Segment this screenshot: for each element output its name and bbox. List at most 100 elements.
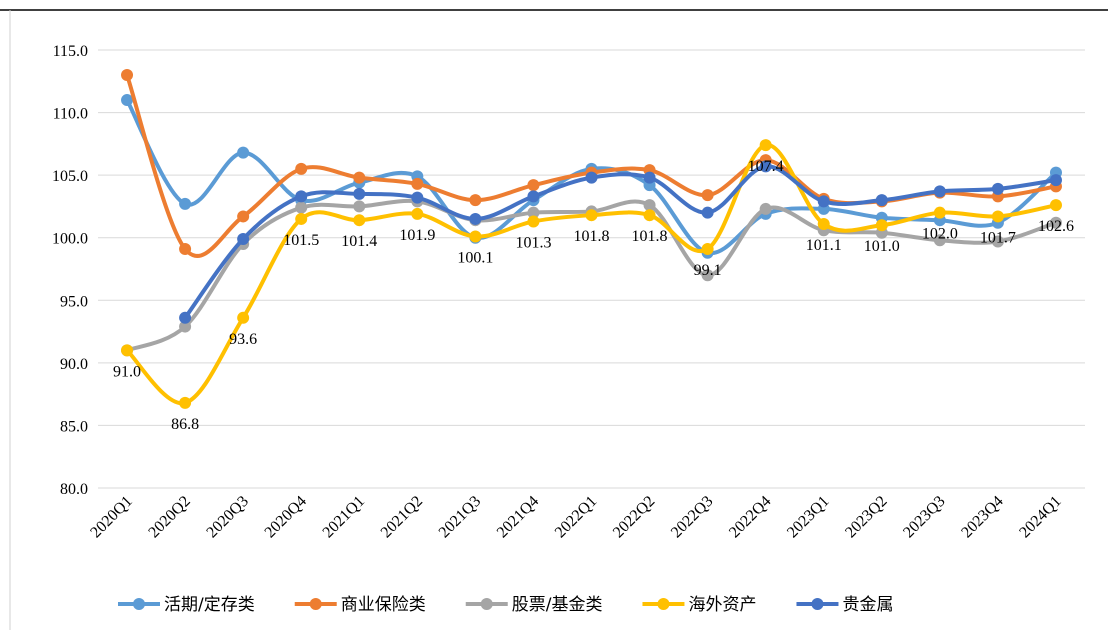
legend-label: 海外资产 bbox=[688, 595, 756, 615]
data-label: 101.4 bbox=[341, 233, 377, 250]
point bbox=[411, 191, 424, 204]
data-label: 100.1 bbox=[457, 249, 493, 266]
point bbox=[759, 160, 772, 173]
data-label: 101.3 bbox=[515, 234, 551, 251]
grid: 80.0 85.0 90.0 95.0 100.0 105.0 110.0 115.0 2020… bbox=[52, 43, 1085, 541]
x-tick-label: 2023Q4 bbox=[958, 493, 1006, 541]
point bbox=[179, 197, 192, 210]
y-tick-label: 95.0 bbox=[60, 293, 88, 310]
point bbox=[295, 212, 308, 225]
point bbox=[585, 171, 598, 184]
point bbox=[237, 146, 250, 159]
legend-marker bbox=[480, 598, 493, 610]
data-label: 101.7 bbox=[980, 229, 1016, 246]
data-label: 91.0 bbox=[113, 363, 141, 380]
x-tick-label: 2022Q1 bbox=[552, 493, 600, 541]
point bbox=[469, 230, 482, 243]
point bbox=[295, 162, 308, 175]
data-label: 93.6 bbox=[229, 331, 257, 348]
series-line bbox=[183, 164, 1057, 319]
point bbox=[875, 194, 888, 207]
legend-marker bbox=[657, 598, 670, 610]
point bbox=[643, 209, 656, 222]
point bbox=[701, 189, 714, 202]
point bbox=[933, 206, 946, 219]
x-tick-label: 2023Q1 bbox=[784, 493, 832, 541]
point bbox=[527, 206, 540, 219]
point bbox=[527, 215, 540, 228]
point bbox=[411, 177, 424, 190]
point bbox=[933, 234, 946, 247]
point bbox=[585, 209, 598, 222]
point bbox=[643, 171, 656, 184]
point bbox=[643, 199, 656, 212]
point bbox=[1049, 174, 1062, 187]
data-label: 101.5 bbox=[283, 232, 319, 249]
x-tick-label: 2022Q3 bbox=[668, 493, 716, 541]
point bbox=[759, 139, 772, 152]
point bbox=[759, 202, 772, 215]
x-tick-label: 2020Q1 bbox=[87, 493, 135, 541]
data-label: 102.6 bbox=[1038, 218, 1074, 235]
point bbox=[353, 200, 366, 213]
point bbox=[701, 206, 714, 219]
point bbox=[527, 190, 540, 203]
point bbox=[237, 210, 250, 223]
point bbox=[875, 219, 888, 232]
point bbox=[353, 171, 366, 184]
data-label: 86.8 bbox=[171, 416, 199, 433]
series-line bbox=[125, 143, 1057, 405]
legend-label: 股票/基金类 bbox=[512, 595, 603, 615]
x-tick-label: 2021Q1 bbox=[320, 493, 368, 541]
legend-marker bbox=[309, 598, 322, 610]
point bbox=[121, 94, 134, 107]
y-tick-label: 80.0 bbox=[60, 481, 88, 498]
x-tick-label: 2022Q4 bbox=[726, 493, 774, 541]
point bbox=[469, 194, 482, 207]
point bbox=[353, 187, 366, 200]
point bbox=[179, 396, 192, 409]
x-tick-label: 2024Q1 bbox=[1016, 493, 1064, 541]
x-tick-label: 2022Q2 bbox=[610, 493, 658, 541]
data-label: 99.1 bbox=[694, 262, 722, 279]
x-tick-label: 2020Q3 bbox=[203, 493, 251, 541]
point bbox=[701, 269, 714, 282]
x-tick-label: 2020Q4 bbox=[262, 493, 310, 541]
x-tick-label: 2021Q3 bbox=[436, 493, 484, 541]
data-label: 101.8 bbox=[632, 228, 668, 245]
y-tick-label: 115.0 bbox=[53, 43, 88, 60]
x-tick-label: 2021Q2 bbox=[378, 493, 426, 541]
y-tick-label: 90.0 bbox=[60, 356, 88, 373]
y-tick-label: 100.0 bbox=[52, 231, 88, 248]
point bbox=[179, 311, 192, 324]
point bbox=[295, 201, 308, 214]
x-tick-label: 2021Q4 bbox=[494, 493, 542, 541]
point bbox=[237, 311, 250, 324]
data-label: 101.9 bbox=[399, 227, 435, 244]
point bbox=[121, 344, 134, 357]
legend-label: 贵金属 bbox=[842, 595, 893, 615]
x-tick-label: 2020Q2 bbox=[145, 493, 193, 541]
point bbox=[295, 190, 308, 203]
x-tick-label: 2023Q3 bbox=[900, 493, 948, 541]
data-label: 101.8 bbox=[574, 228, 610, 245]
point bbox=[469, 212, 482, 225]
x-tick-label: 2023Q2 bbox=[842, 493, 890, 541]
data-label: 101.1 bbox=[806, 237, 842, 254]
legend-label: 活期/定存类 bbox=[164, 595, 255, 615]
legend-marker bbox=[811, 598, 824, 610]
y-tick-label: 105.0 bbox=[52, 168, 88, 185]
point bbox=[817, 195, 830, 208]
point bbox=[991, 235, 1004, 248]
legend-label: 商业保险类 bbox=[341, 595, 426, 615]
point bbox=[1049, 216, 1062, 229]
legend-marker bbox=[133, 598, 145, 610]
point bbox=[121, 69, 134, 82]
point bbox=[991, 182, 1004, 195]
point bbox=[179, 320, 192, 333]
data-label: 101.0 bbox=[864, 238, 900, 255]
point bbox=[237, 232, 250, 245]
point bbox=[933, 185, 946, 198]
point bbox=[1049, 199, 1062, 212]
